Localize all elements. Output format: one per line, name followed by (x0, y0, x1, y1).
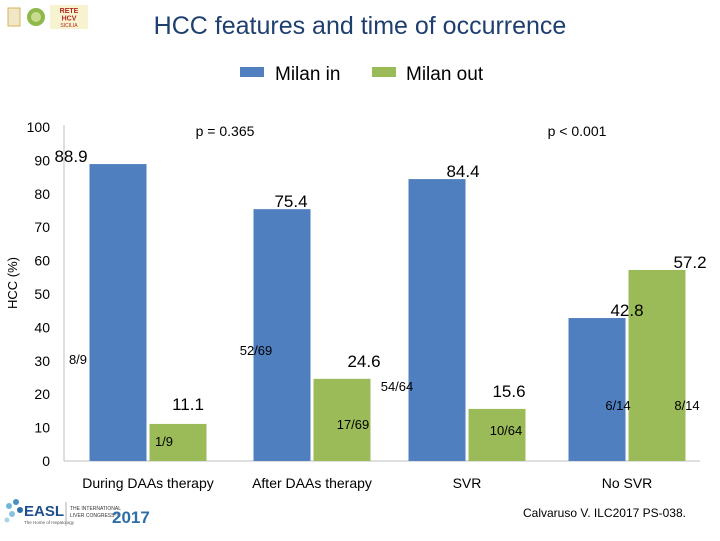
value-label: 24.6 (347, 352, 380, 371)
value-label: 57.2 (673, 253, 706, 272)
value-label: 84.4 (446, 162, 479, 181)
value-label: 42.8 (610, 301, 643, 320)
x-tick-label: No SVR (602, 475, 653, 491)
chart-title: HCC features and time of occurrence (153, 12, 567, 40)
x-tick-label: After DAAs therapy (252, 475, 372, 491)
y-axis-label: HCC (%) (5, 257, 20, 309)
ilc-year: 2017 (112, 508, 150, 527)
x-axis-labels: During DAAs therapy After DAAs therapy SVR… (82, 475, 652, 491)
y-tick-label: 20 (34, 386, 50, 402)
fraction-label: 6/14 (605, 398, 630, 413)
fraction-label: 17/69 (337, 417, 370, 432)
ilc-line1: THE INTERNATIONAL (70, 506, 121, 512)
p-value-annotation: p < 0.001 (548, 123, 607, 139)
y-tick-label: 50 (34, 286, 50, 302)
annotations: p = 0.365 p < 0.001 (196, 123, 607, 139)
bar-milan-out (149, 423, 207, 461)
easl-subtitle: The Home of Hepatology (24, 520, 75, 525)
y-tick-label: 70 (34, 219, 50, 235)
y-tick-label: 100 (27, 119, 51, 135)
legend-label-milan-in: Milan in (275, 64, 340, 85)
fraction-label: 52/69 (240, 343, 273, 358)
p-value-annotation: p = 0.365 (196, 123, 255, 139)
bar-milan-in (568, 318, 626, 461)
easl-text: EASL (24, 503, 64, 520)
legend-swatch-milan-in (240, 67, 264, 77)
bar-milan-in (408, 179, 466, 461)
y-tick-label: 30 (34, 353, 50, 369)
y-tick-label: 10 (34, 420, 50, 436)
y-tick-label: 0 (42, 453, 50, 469)
y-tick-label: 40 (34, 319, 50, 335)
easl-ilc-logo: EASL The Home of Hepatology THE INTERNAT… (2, 494, 152, 536)
logo-rete-text: RETE (60, 8, 79, 15)
rete-hcv-logo: RETE HCV SICILIA (6, 4, 90, 30)
ilc-line2: LIVER CONGRESS™ (70, 513, 119, 519)
value-labels: 88.9 75.4 84.4 42.8 11.1 24.6 15.6 57.2 (54, 147, 706, 414)
legend-swatch-milan-out (372, 67, 396, 77)
bar-milan-in (89, 164, 147, 461)
bar-milan-out (628, 269, 686, 461)
y-axis: 0 10 20 30 40 50 60 70 80 90 100 HCC (%) (5, 119, 700, 469)
y-tick-label: 80 (34, 186, 50, 202)
bar-milan-out (468, 408, 526, 461)
fraction-label: 8/14 (674, 398, 699, 413)
y-tick-label: 90 (34, 152, 50, 168)
fraction-label: 10/64 (490, 423, 523, 438)
logo-sicilia-text: SICILIA (60, 23, 78, 29)
fraction-label: 8/9 (69, 352, 87, 367)
legend: Milan in Milan out (240, 64, 484, 85)
citation: Calvaruso V. ILC2017 PS-038. (523, 506, 686, 520)
fraction-label: 1/9 (155, 434, 173, 449)
fraction-label: 54/64 (381, 379, 414, 394)
bars (89, 164, 686, 461)
bar-milan-in (253, 209, 311, 461)
value-label: 88.9 (54, 147, 87, 166)
x-tick-label: During DAAs therapy (82, 475, 214, 491)
logo-hcv-text: HCV (62, 16, 77, 23)
y-tick-label: 60 (34, 253, 50, 269)
fraction-labels: 8/9 52/69 54/64 6/14 1/9 17/69 10/64 8/14 (69, 343, 700, 449)
x-tick-label: SVR (453, 475, 482, 491)
legend-label-milan-out: Milan out (406, 64, 484, 85)
value-label: 11.1 (172, 395, 204, 414)
value-label: 15.6 (492, 382, 525, 401)
value-label: 75.4 (274, 192, 307, 211)
bar-milan-out (313, 378, 371, 461)
